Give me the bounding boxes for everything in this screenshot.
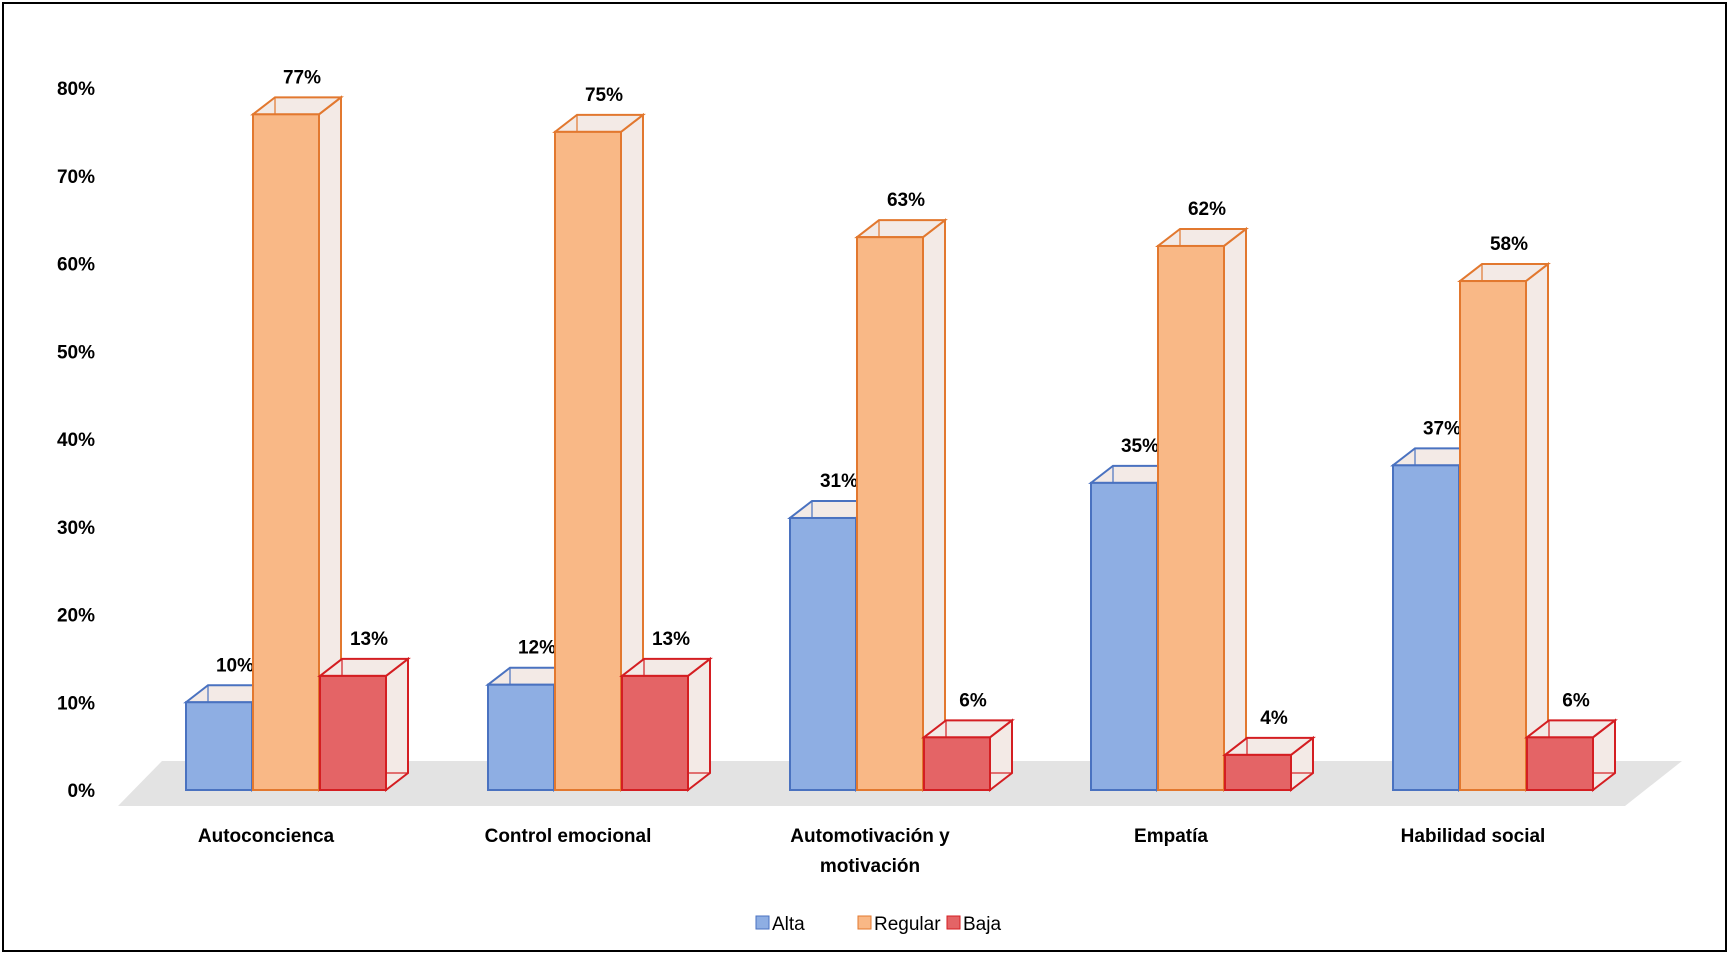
bar-baja xyxy=(1524,718,1618,793)
bar-baja xyxy=(317,656,411,793)
y-tick-label: 40% xyxy=(57,430,95,451)
bar-side xyxy=(385,656,409,793)
y-tick-label: 50% xyxy=(57,342,95,363)
legend-swatch-regular xyxy=(857,915,872,930)
y-tick-label: 20% xyxy=(57,606,95,627)
category-label: Empatía xyxy=(1134,826,1208,847)
bar-regular xyxy=(250,95,344,793)
data-label: 10% xyxy=(216,655,254,676)
bar-baja xyxy=(921,718,1015,793)
bar-regular xyxy=(552,112,646,793)
bar-front xyxy=(1224,753,1292,792)
data-label: 4% xyxy=(1260,708,1288,729)
data-label: 75% xyxy=(585,85,623,106)
data-label: 31% xyxy=(820,471,858,492)
bar-front xyxy=(1459,280,1527,791)
data-label: 12% xyxy=(518,638,556,659)
category-label: Automotivación y xyxy=(790,826,950,847)
bar-side xyxy=(922,218,946,793)
data-label: 37% xyxy=(1423,418,1461,439)
bar-front xyxy=(789,516,857,791)
bar-front xyxy=(856,236,924,792)
data-label: 6% xyxy=(1562,690,1590,711)
data-label: 77% xyxy=(283,67,321,88)
data-label: 35% xyxy=(1121,436,1159,457)
category-label: motivación xyxy=(820,856,920,877)
bar-front xyxy=(554,130,622,791)
legend-swatch-alta xyxy=(755,915,770,930)
y-tick-label: 70% xyxy=(57,167,95,188)
bar-side xyxy=(1223,226,1247,793)
y-tick-label: 30% xyxy=(57,518,95,539)
bar-side xyxy=(1525,262,1549,793)
y-tick-label: 80% xyxy=(57,79,95,100)
bar-side xyxy=(687,656,711,793)
bar-regular xyxy=(1155,226,1249,793)
bar-front xyxy=(487,683,555,792)
bar-front xyxy=(1392,464,1460,791)
legend-label-alta: Alta xyxy=(772,914,805,935)
legend-swatch-baja xyxy=(946,915,961,930)
bar-front xyxy=(185,701,253,791)
bar-front xyxy=(1157,244,1225,791)
y-tick-label: 10% xyxy=(57,693,95,714)
data-label: 62% xyxy=(1188,199,1226,220)
bar-front xyxy=(319,674,387,791)
bar-front xyxy=(1090,481,1158,791)
bar-front xyxy=(1526,736,1594,791)
bar-front xyxy=(923,736,991,791)
legend-label-baja: Baja xyxy=(963,914,1001,935)
data-label: 13% xyxy=(350,629,388,650)
bar-baja xyxy=(1222,735,1316,793)
data-label: 6% xyxy=(959,690,987,711)
data-label: 58% xyxy=(1490,234,1528,255)
category-label: Autoconcienca xyxy=(198,826,335,847)
data-label: 13% xyxy=(652,629,690,650)
data-label: 63% xyxy=(887,190,925,211)
y-tick-label: 0% xyxy=(68,781,96,802)
bar-front xyxy=(621,674,689,791)
bar-baja xyxy=(619,656,713,793)
y-tick-label: 60% xyxy=(57,255,95,276)
legend-label-regular: Regular xyxy=(874,914,941,935)
bar-front xyxy=(252,113,320,791)
category-label: Control emocional xyxy=(485,826,652,847)
bar-regular xyxy=(1457,262,1551,793)
bar-regular xyxy=(854,218,948,793)
category-label: Habilidad social xyxy=(1401,826,1546,847)
